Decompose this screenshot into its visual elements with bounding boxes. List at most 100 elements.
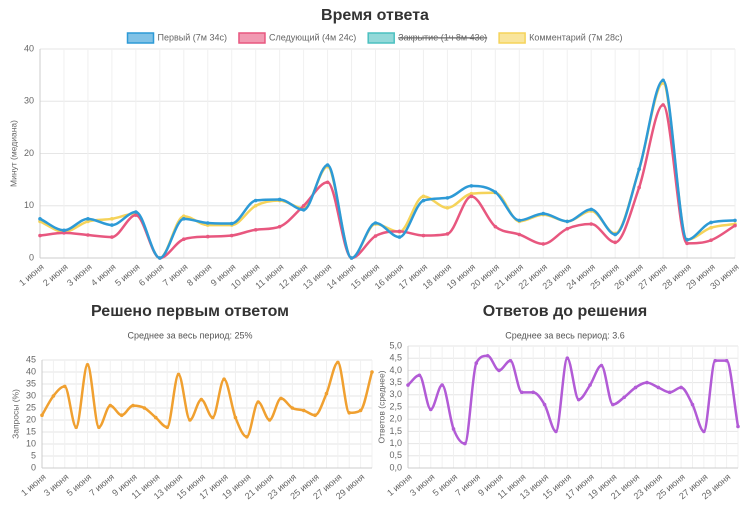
y-tick-label: 45	[26, 354, 36, 364]
series-line	[40, 361, 374, 439]
data-point	[445, 206, 450, 210]
chart-title: Ответов до решения	[483, 303, 647, 320]
data-point	[451, 427, 456, 431]
data-point	[176, 372, 181, 377]
series-line	[407, 354, 740, 445]
data-point	[119, 413, 124, 418]
data-point	[633, 385, 638, 390]
y-tick-label: 0	[29, 252, 34, 262]
data-point	[253, 227, 258, 232]
data-point	[565, 219, 570, 224]
x-tick-label: 7 июня	[87, 472, 116, 498]
data-point	[38, 217, 42, 221]
x-tick-label: 7 июня	[453, 472, 482, 498]
data-point	[733, 223, 737, 228]
x-tick-label: 4 июня	[89, 262, 118, 288]
y-tick-label: 20	[26, 414, 36, 424]
legend-label: Следующий (4м 24с)	[269, 32, 356, 42]
data-point	[637, 185, 641, 190]
data-point	[205, 221, 210, 225]
data-point	[474, 361, 479, 365]
data-point	[349, 256, 354, 260]
y-tick-label: 3,5	[389, 377, 402, 387]
series-line	[39, 103, 736, 260]
x-tick-label: 2 июня	[41, 262, 70, 288]
data-point	[86, 217, 90, 221]
chart-subtitle: Среднее за весь период: 3.6	[505, 330, 625, 340]
data-point	[736, 424, 740, 429]
data-point	[445, 232, 450, 236]
y-axis-title: Запросы (%)	[10, 389, 20, 439]
data-point	[519, 390, 524, 395]
data-point	[347, 411, 352, 415]
chart-title: Решено первым ответом	[91, 303, 289, 320]
data-point	[253, 203, 258, 208]
data-point	[62, 384, 67, 389]
chart-subtitle: Среднее за весь период: 25%	[127, 330, 252, 340]
y-tick-label: 3,0	[389, 389, 402, 399]
data-point	[290, 406, 295, 410]
data-point	[637, 167, 641, 171]
legend-label: Комментарий (7м 28с)	[529, 32, 622, 42]
data-point	[417, 373, 422, 378]
data-point	[397, 235, 402, 239]
data-point	[565, 226, 570, 231]
data-point	[576, 397, 581, 402]
data-point	[469, 191, 474, 196]
data-point	[445, 196, 450, 200]
data-point	[108, 403, 113, 408]
y-axis-title: Минут (медиана)	[8, 120, 18, 187]
data-point	[709, 220, 713, 225]
data-point	[153, 415, 158, 420]
data-point	[421, 233, 426, 238]
y-tick-label: 1,5	[389, 426, 402, 436]
legend-swatch	[498, 32, 526, 44]
x-tick-label: 3 июня	[42, 472, 71, 498]
data-point	[158, 256, 162, 260]
y-tick-label: 20	[24, 148, 34, 158]
y-tick-label: 2,0	[389, 414, 402, 424]
series-line	[39, 79, 736, 260]
x-tick-label: 8 июня	[185, 262, 214, 288]
data-point	[110, 223, 114, 227]
data-point	[85, 363, 90, 367]
data-point	[277, 224, 282, 229]
data-point	[165, 425, 169, 430]
data-point	[541, 211, 546, 216]
x-tick-label: 5 июня	[113, 262, 142, 288]
data-point	[229, 221, 234, 226]
data-point	[181, 217, 186, 221]
data-point	[541, 242, 546, 246]
x-tick-label: 5 июня	[65, 472, 94, 498]
data-point	[397, 229, 402, 234]
data-point	[667, 390, 672, 395]
data-point	[599, 363, 604, 368]
data-point	[110, 235, 114, 239]
data-point	[588, 383, 592, 387]
data-point	[645, 380, 649, 385]
data-point	[181, 214, 186, 218]
data-point	[485, 353, 490, 358]
data-point	[325, 180, 330, 185]
data-point	[233, 415, 238, 420]
data-point	[358, 408, 363, 413]
data-point	[469, 194, 474, 199]
data-point	[702, 429, 706, 434]
data-point	[508, 358, 513, 363]
data-point	[589, 222, 594, 226]
y-tick-label: 40	[24, 43, 34, 53]
y-tick-label: 40	[26, 366, 36, 376]
data-point	[110, 217, 114, 221]
data-point	[565, 356, 570, 361]
data-point	[709, 225, 713, 230]
y-tick-label: 30	[24, 96, 34, 106]
data-point	[421, 194, 426, 199]
data-point	[301, 208, 306, 212]
legend-swatch	[126, 32, 155, 44]
data-point	[497, 368, 501, 373]
data-point	[256, 400, 261, 404]
data-point	[611, 402, 615, 407]
data-point	[205, 234, 210, 239]
data-point	[370, 370, 374, 374]
data-point	[142, 406, 147, 410]
